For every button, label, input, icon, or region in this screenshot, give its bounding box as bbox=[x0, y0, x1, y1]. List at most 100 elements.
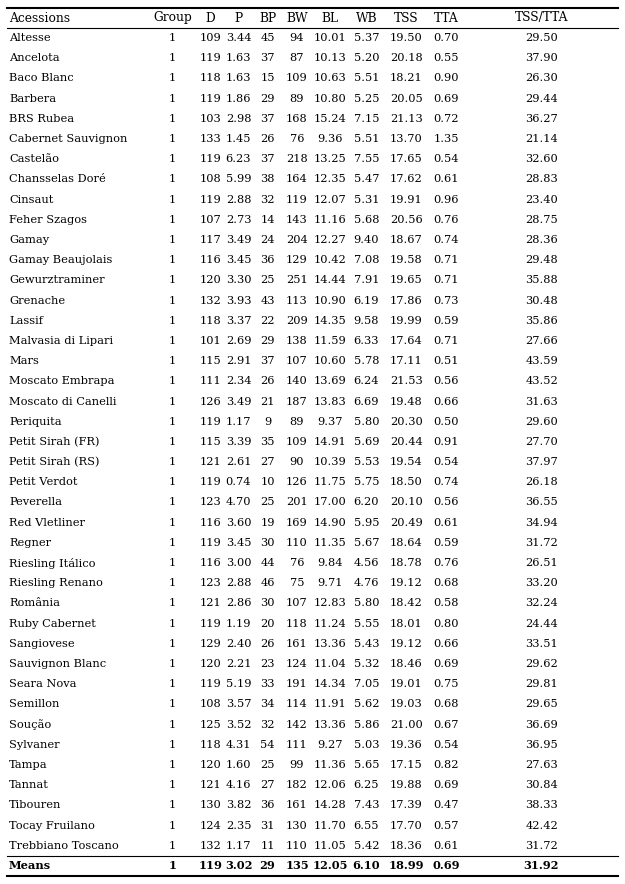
Text: 1: 1 bbox=[169, 94, 176, 103]
Text: WB: WB bbox=[356, 11, 377, 25]
Text: 0.73: 0.73 bbox=[434, 295, 459, 306]
Text: 12.06: 12.06 bbox=[314, 781, 346, 790]
Text: 1: 1 bbox=[169, 820, 176, 831]
Text: 27: 27 bbox=[260, 781, 275, 790]
Text: 0.76: 0.76 bbox=[434, 558, 459, 568]
Text: 126: 126 bbox=[286, 477, 308, 487]
Text: 19: 19 bbox=[260, 518, 275, 528]
Text: Mars: Mars bbox=[9, 356, 39, 366]
Text: 9.40: 9.40 bbox=[354, 235, 379, 245]
Text: 125: 125 bbox=[199, 720, 221, 729]
Text: 107: 107 bbox=[199, 215, 221, 225]
Text: 26: 26 bbox=[260, 377, 275, 386]
Text: 30: 30 bbox=[260, 537, 275, 548]
Text: 31.63: 31.63 bbox=[525, 397, 558, 407]
Text: 204: 204 bbox=[286, 235, 308, 245]
Text: 20.10: 20.10 bbox=[390, 498, 423, 507]
Text: Sauvignon Blanc: Sauvignon Blanc bbox=[9, 659, 106, 669]
Text: 0.71: 0.71 bbox=[434, 336, 459, 346]
Text: Castelão: Castelão bbox=[9, 154, 59, 164]
Text: 0.90: 0.90 bbox=[434, 73, 459, 83]
Text: 1.63: 1.63 bbox=[226, 73, 251, 83]
Text: 1: 1 bbox=[169, 276, 176, 286]
Text: Means: Means bbox=[9, 860, 51, 872]
Text: 10.13: 10.13 bbox=[314, 53, 346, 64]
Text: 3.00: 3.00 bbox=[226, 558, 251, 568]
Text: 94: 94 bbox=[290, 33, 304, 43]
Text: 29.60: 29.60 bbox=[525, 416, 558, 427]
Text: 6.24: 6.24 bbox=[354, 377, 379, 386]
Text: 9.58: 9.58 bbox=[354, 316, 379, 326]
Text: 187: 187 bbox=[286, 397, 308, 407]
Text: 2.88: 2.88 bbox=[226, 578, 251, 588]
Text: 4.56: 4.56 bbox=[354, 558, 379, 568]
Text: 3.44: 3.44 bbox=[226, 33, 251, 43]
Text: 5.43: 5.43 bbox=[354, 639, 379, 649]
Text: 1.19: 1.19 bbox=[226, 619, 251, 629]
Text: 5.99: 5.99 bbox=[226, 174, 251, 185]
Text: 36.55: 36.55 bbox=[525, 498, 558, 507]
Text: 29.48: 29.48 bbox=[525, 255, 558, 265]
Text: 1: 1 bbox=[169, 699, 176, 709]
Text: BW: BW bbox=[286, 11, 308, 25]
Text: 1: 1 bbox=[169, 477, 176, 487]
Text: 17.15: 17.15 bbox=[390, 760, 423, 770]
Text: 46: 46 bbox=[260, 578, 275, 588]
Text: 2.35: 2.35 bbox=[226, 820, 251, 831]
Text: 45: 45 bbox=[260, 33, 275, 43]
Text: 119: 119 bbox=[199, 194, 221, 204]
Text: Peverella: Peverella bbox=[9, 498, 62, 507]
Text: 34.94: 34.94 bbox=[525, 518, 558, 528]
Text: 5.95: 5.95 bbox=[354, 518, 379, 528]
Text: 103: 103 bbox=[199, 114, 221, 124]
Text: 36: 36 bbox=[260, 255, 275, 265]
Text: 21.13: 21.13 bbox=[390, 114, 423, 124]
Text: 121: 121 bbox=[199, 598, 221, 608]
Text: 201: 201 bbox=[286, 498, 308, 507]
Text: 37.97: 37.97 bbox=[525, 457, 558, 467]
Text: Sangiovese: Sangiovese bbox=[9, 639, 74, 649]
Text: 0.68: 0.68 bbox=[434, 578, 459, 588]
Text: 5.67: 5.67 bbox=[354, 537, 379, 548]
Text: 2.73: 2.73 bbox=[226, 215, 251, 225]
Text: 218: 218 bbox=[286, 154, 308, 164]
Text: 0.69: 0.69 bbox=[434, 781, 459, 790]
Text: TSS: TSS bbox=[394, 11, 419, 25]
Text: 0.56: 0.56 bbox=[434, 498, 459, 507]
Text: 5.42: 5.42 bbox=[354, 841, 379, 850]
Text: 17.70: 17.70 bbox=[390, 820, 423, 831]
Text: 6.33: 6.33 bbox=[354, 336, 379, 346]
Text: 6.55: 6.55 bbox=[354, 820, 379, 831]
Text: 5.03: 5.03 bbox=[354, 740, 379, 750]
Text: 109: 109 bbox=[286, 73, 308, 83]
Text: 5.19: 5.19 bbox=[226, 679, 251, 690]
Text: 27.70: 27.70 bbox=[525, 437, 558, 447]
Text: 138: 138 bbox=[286, 336, 308, 346]
Text: 119: 119 bbox=[199, 619, 221, 629]
Text: 117: 117 bbox=[199, 235, 221, 245]
Text: 10.60: 10.60 bbox=[314, 356, 346, 366]
Text: 132: 132 bbox=[199, 295, 221, 306]
Text: 29: 29 bbox=[259, 860, 276, 872]
Text: 0.71: 0.71 bbox=[434, 276, 459, 286]
Text: 6.20: 6.20 bbox=[354, 498, 379, 507]
Text: 1: 1 bbox=[169, 841, 176, 850]
Text: 5.51: 5.51 bbox=[354, 73, 379, 83]
Text: 2.91: 2.91 bbox=[226, 356, 251, 366]
Text: 1.63: 1.63 bbox=[226, 53, 251, 64]
Text: 20.49: 20.49 bbox=[390, 518, 423, 528]
Text: 1: 1 bbox=[169, 397, 176, 407]
Text: 161: 161 bbox=[286, 639, 308, 649]
Text: 111: 111 bbox=[286, 740, 308, 750]
Text: 124: 124 bbox=[286, 659, 308, 669]
Text: 14.44: 14.44 bbox=[314, 276, 346, 286]
Text: 1: 1 bbox=[169, 860, 176, 872]
Text: 11: 11 bbox=[260, 841, 275, 850]
Text: 31.72: 31.72 bbox=[525, 537, 558, 548]
Text: 140: 140 bbox=[286, 377, 308, 386]
Text: 0.68: 0.68 bbox=[434, 699, 459, 709]
Text: 19.01: 19.01 bbox=[390, 679, 423, 690]
Text: 44: 44 bbox=[260, 558, 275, 568]
Text: 21: 21 bbox=[260, 397, 275, 407]
Text: 142: 142 bbox=[286, 720, 308, 729]
